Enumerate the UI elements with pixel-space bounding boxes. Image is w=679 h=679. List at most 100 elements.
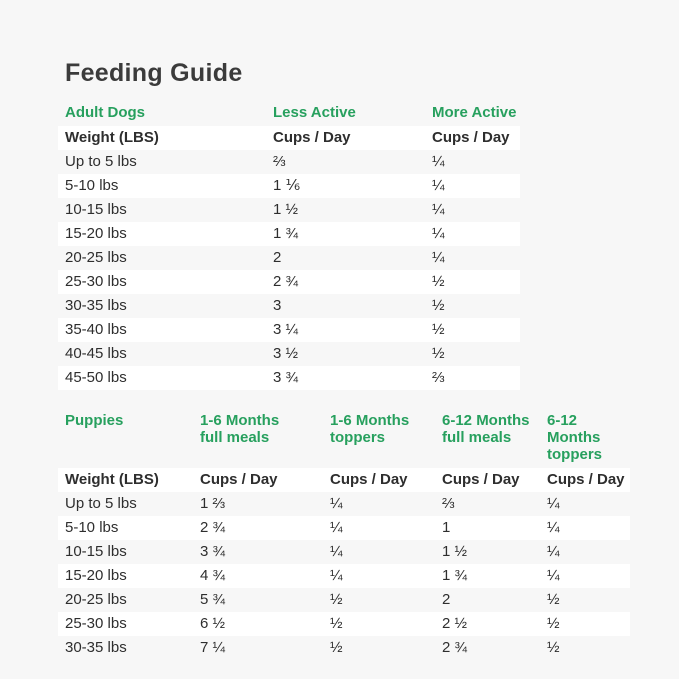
value-cell: ¼ bbox=[330, 567, 343, 584]
value-cell: ½ bbox=[432, 297, 445, 314]
adult-column-header-row: Weight (LBS) Cups / Day Cups / Day bbox=[58, 126, 520, 150]
value-cell: 3 bbox=[273, 297, 282, 314]
value-cell: 1 ¾ bbox=[273, 225, 299, 242]
value-cell: 6 ½ bbox=[200, 615, 226, 632]
weight-cell: 25-30 lbs bbox=[65, 273, 127, 290]
puppies-section-header-row: Puppies 1-6 Months full meals 1-6 Months… bbox=[58, 412, 630, 468]
value-cell: ¼ bbox=[432, 249, 445, 266]
weight-cell: 10-15 lbs bbox=[65, 201, 127, 218]
value-cell: 2 ¾ bbox=[273, 273, 299, 290]
table-row: 20-25 lbs 2 ¼ bbox=[58, 246, 520, 270]
weight-cell: 5-10 lbs bbox=[65, 177, 119, 194]
weight-cell: 25-30 lbs bbox=[65, 615, 127, 632]
weight-cell: 10-15 lbs bbox=[65, 543, 127, 560]
cups-per-day-header-cell: Cups / Day bbox=[442, 471, 520, 488]
table-row: 20-25 lbs 5 ¾ ½ 2 ½ bbox=[58, 588, 630, 612]
puppies-section-title: Puppies bbox=[65, 412, 124, 429]
table-row: 45-50 lbs 3 ¾ ⅔ bbox=[58, 366, 520, 390]
puppies-column-header-row: Weight (LBS) Cups / Day Cups / Day Cups … bbox=[58, 468, 630, 492]
weight-cell: 5-10 lbs bbox=[65, 519, 119, 536]
value-cell: 3 ¾ bbox=[273, 369, 299, 386]
value-cell: ¼ bbox=[547, 519, 560, 536]
weight-cell: Up to 5 lbs bbox=[65, 153, 137, 170]
adult-section-header-row: Adult Dogs Less Active More Active bbox=[58, 104, 520, 126]
feeding-guide-page: Feeding Guide Adult Dogs Less Active Mor… bbox=[58, 59, 630, 660]
cups-per-day-header-cell: Cups / Day bbox=[330, 471, 408, 488]
adult-col-more-active: More Active bbox=[432, 104, 517, 121]
table-row: 10-15 lbs 3 ¾ ¼ 1 ½ ¼ bbox=[58, 540, 630, 564]
table-row: 15-20 lbs 4 ¾ ¼ 1 ¾ ¼ bbox=[58, 564, 630, 588]
value-cell: 2 ¾ bbox=[200, 519, 226, 536]
weight-cell: 15-20 lbs bbox=[65, 567, 127, 584]
adult-section-title: Adult Dogs bbox=[65, 104, 145, 121]
table-row: Up to 5 lbs ⅔ ¼ bbox=[58, 150, 520, 174]
value-cell: 2 bbox=[442, 591, 451, 608]
table-row: 40-45 lbs 3 ½ ½ bbox=[58, 342, 520, 366]
weight-cell: 30-35 lbs bbox=[65, 297, 127, 314]
weight-cell: Up to 5 lbs bbox=[65, 495, 137, 512]
page-title: Feeding Guide bbox=[65, 59, 243, 87]
value-cell: 1 ¾ bbox=[442, 567, 468, 584]
value-cell: 2 ¾ bbox=[442, 639, 468, 656]
value-cell: 2 bbox=[273, 249, 282, 266]
value-cell: 3 ¼ bbox=[273, 321, 299, 338]
weight-cell: 30-35 lbs bbox=[65, 639, 127, 656]
table-row: 30-35 lbs 3 ½ bbox=[58, 294, 520, 318]
table-row: 25-30 lbs 2 ¾ ½ bbox=[58, 270, 520, 294]
value-cell: ½ bbox=[432, 321, 445, 338]
table-row: 30-35 lbs 7 ¼ ½ 2 ¾ ½ bbox=[58, 636, 630, 660]
value-cell: ½ bbox=[330, 639, 343, 656]
cups-per-day-header-cell: Cups / Day bbox=[547, 471, 625, 488]
puppies-col-1-6-full-meals: 1-6 Months full meals bbox=[200, 412, 280, 446]
value-cell: ¼ bbox=[547, 543, 560, 560]
value-cell: ¼ bbox=[330, 519, 343, 536]
value-cell: 1 ½ bbox=[442, 543, 468, 560]
value-cell: ¼ bbox=[330, 543, 343, 560]
value-cell: ¼ bbox=[330, 495, 343, 512]
weight-cell: 45-50 lbs bbox=[65, 369, 127, 386]
weight-cell: 20-25 lbs bbox=[65, 249, 127, 266]
puppies-col-1-6-toppers: 1-6 Months toppers bbox=[330, 412, 410, 446]
value-cell: ⅔ bbox=[432, 369, 445, 386]
value-cell: 7 ¼ bbox=[200, 639, 226, 656]
puppies-table: Puppies 1-6 Months full meals 1-6 Months… bbox=[58, 412, 630, 660]
value-cell: ½ bbox=[330, 591, 343, 608]
value-cell: 2 ½ bbox=[442, 615, 468, 632]
table-row: Up to 5 lbs 1 ⅔ ¼ ⅔ ¼ bbox=[58, 492, 630, 516]
puppies-col-6-12-toppers: 6-12 Months toppers bbox=[547, 412, 603, 463]
weight-cell: 40-45 lbs bbox=[65, 345, 127, 362]
table-row: 10-15 lbs 1 ½ ¼ bbox=[58, 198, 520, 222]
value-cell: ¼ bbox=[547, 567, 560, 584]
cups-per-day-header-cell: Cups / Day bbox=[432, 129, 510, 146]
table-row: 5-10 lbs 2 ¾ ¼ 1 ¼ bbox=[58, 516, 630, 540]
value-cell: ¼ bbox=[432, 177, 445, 194]
table-row: 25-30 lbs 6 ½ ½ 2 ½ ½ bbox=[58, 612, 630, 636]
table-row: 15-20 lbs 1 ¾ ¼ bbox=[58, 222, 520, 246]
value-cell: ½ bbox=[547, 591, 560, 608]
value-cell: 4 ¾ bbox=[200, 567, 226, 584]
adult-col-less-active: Less Active bbox=[273, 104, 356, 121]
value-cell: ½ bbox=[547, 615, 560, 632]
value-cell: 1 ⅔ bbox=[200, 495, 226, 512]
value-cell: ½ bbox=[547, 639, 560, 656]
value-cell: ⅔ bbox=[442, 495, 455, 512]
table-row: 35-40 lbs 3 ¼ ½ bbox=[58, 318, 520, 342]
value-cell: ½ bbox=[432, 273, 445, 290]
cups-per-day-header-cell: Cups / Day bbox=[273, 129, 351, 146]
value-cell: ¼ bbox=[547, 495, 560, 512]
weight-cell: 35-40 lbs bbox=[65, 321, 127, 338]
weight-cell: 20-25 lbs bbox=[65, 591, 127, 608]
weight-header-cell: Weight (LBS) bbox=[65, 471, 159, 488]
weight-cell: 15-20 lbs bbox=[65, 225, 127, 242]
value-cell: ⅔ bbox=[273, 153, 286, 170]
value-cell: ½ bbox=[432, 345, 445, 362]
value-cell: ¼ bbox=[432, 153, 445, 170]
value-cell: 3 ¾ bbox=[200, 543, 226, 560]
value-cell: ¼ bbox=[432, 225, 445, 242]
adult-dogs-table: Adult Dogs Less Active More Active Weigh… bbox=[58, 104, 520, 390]
value-cell: ¼ bbox=[432, 201, 445, 218]
value-cell: 1 bbox=[442, 519, 451, 536]
value-cell: 5 ¾ bbox=[200, 591, 226, 608]
cups-per-day-header-cell: Cups / Day bbox=[200, 471, 278, 488]
value-cell: 1 ⅙ bbox=[273, 177, 301, 194]
